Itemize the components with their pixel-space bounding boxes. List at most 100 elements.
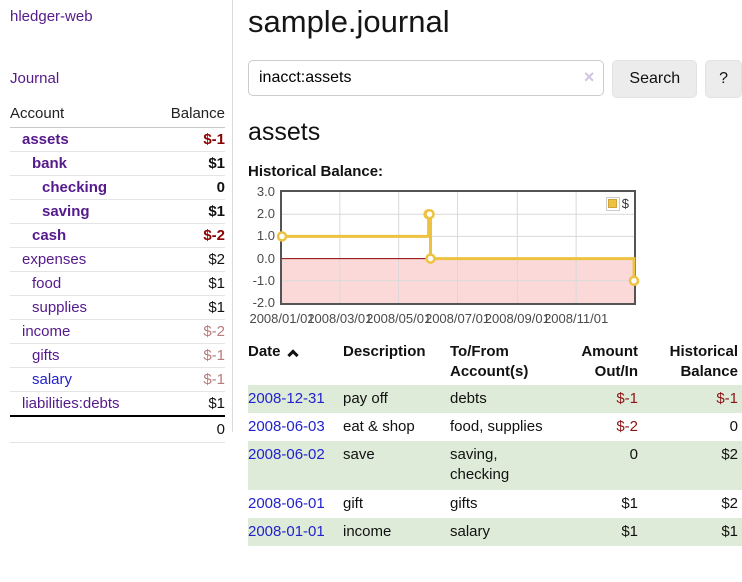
register-row: 2008-01-01 income salary $1 $1 xyxy=(248,517,742,546)
account-row: bank $1 xyxy=(10,151,225,176)
sidebar-account-link[interactable]: income xyxy=(10,319,154,344)
account-row: cash $-2 xyxy=(10,223,225,248)
search-bar: × Search ? xyxy=(248,60,742,98)
transaction-amount: $-2 xyxy=(616,417,638,435)
x-axis-tick: 2008/01/01 xyxy=(249,311,315,326)
page-title: sample.journal xyxy=(248,4,450,39)
transaction-amount: 0 xyxy=(572,441,638,490)
sidebar-account-link[interactable]: food xyxy=(10,271,154,296)
balance-chart-svg xyxy=(276,192,640,303)
chart-data-point xyxy=(424,208,435,220)
accounts-total-balance: 0 xyxy=(153,415,225,443)
transaction-date-link[interactable]: 2008-01-01 xyxy=(248,522,325,540)
transaction-accounts: gifts xyxy=(450,494,478,512)
search-input[interactable] xyxy=(248,60,605,96)
register-header-date[interactable]: Date xyxy=(248,340,343,385)
sidebar-account-link[interactable]: checking xyxy=(10,175,154,200)
sidebar-account-balance: $1 xyxy=(153,199,225,224)
register-row: 2008-06-01 gift gifts $1 $2 xyxy=(248,490,742,518)
sidebar-account-link[interactable]: salary xyxy=(10,367,154,392)
balance-chart: $ 3.0 2.0 1.0 0.0 -1.0 -2.0 2008/01/01 2008/03/… xyxy=(248,184,742,330)
account-row: assets $-1 xyxy=(10,127,225,152)
account-row: food $1 xyxy=(10,271,225,296)
transaction-balance: 0 xyxy=(729,417,738,435)
transaction-balance: $-1 xyxy=(638,384,742,413)
search-button[interactable]: Search xyxy=(612,60,698,98)
nav-journal-link[interactable]: Journal xyxy=(10,70,60,87)
account-row: income $-2 xyxy=(10,319,225,344)
chart-plot: $ xyxy=(276,190,640,305)
account-row: salary $-1 xyxy=(10,367,225,392)
accounts-header-balance: Balance xyxy=(153,103,225,128)
account-heading: assets xyxy=(248,118,321,146)
sort-ascending-icon[interactable] xyxy=(286,349,299,361)
sidebar-account-balance: $-1 xyxy=(153,367,225,392)
account-row: supplies $1 xyxy=(10,295,225,320)
register-row: 2008-12-31 pay off debts $-1 $-1 xyxy=(248,384,742,413)
chart-data-point xyxy=(276,231,288,242)
transaction-amount: $1 xyxy=(572,517,638,546)
sidebar-account-balance: 0 xyxy=(153,175,225,200)
sidebar-account-link[interactable]: saving xyxy=(10,199,154,224)
chart-data-point xyxy=(425,253,436,264)
account-row: liabilities:debts $1 xyxy=(10,392,225,417)
x-axis-tick: 2008/11/01 xyxy=(544,311,609,326)
y-axis-tick: 0.0 xyxy=(256,250,275,266)
sidebar-account-balance: $2 xyxy=(153,247,225,272)
register-row: 2008-06-03 eat & shop food, supplies $-2 0 xyxy=(248,413,742,441)
sidebar-account-link[interactable]: supplies xyxy=(10,295,154,320)
sidebar-account-balance: $1 xyxy=(153,295,225,320)
register-header-description: Description xyxy=(343,343,426,360)
x-axis-tick: 2008/09/01 xyxy=(484,311,550,326)
transaction-accounts: saving, checking xyxy=(450,441,572,490)
sidebar-account-link[interactable]: bank xyxy=(10,151,154,176)
register-header-balance: Historical Balance xyxy=(669,343,738,381)
chart-legend: $ xyxy=(605,196,629,211)
register-header-accounts: To/From Account(s) xyxy=(450,343,529,381)
transaction-balance: $2 xyxy=(638,441,742,490)
sidebar-account-link[interactable]: gifts xyxy=(10,343,154,368)
transaction-date-link[interactable]: 2008-12-31 xyxy=(248,389,325,407)
register-header-row: Date Description To/From Account(s) Amou… xyxy=(248,340,742,385)
transaction-description: save xyxy=(343,441,450,490)
clear-search-icon[interactable]: × xyxy=(583,67,595,87)
sidebar-account-link[interactable]: cash xyxy=(10,223,154,248)
register-row: 2008-06-02 save saving, checking 0 $2 xyxy=(248,441,742,490)
sidebar-account-link[interactable]: assets xyxy=(10,127,154,152)
transaction-accounts: food, supplies xyxy=(450,417,543,435)
sidebar-account-balance: $1 xyxy=(153,271,225,296)
transaction-description: pay off xyxy=(343,384,450,413)
transaction-amount: $1 xyxy=(621,494,638,512)
transaction-balance: $2 xyxy=(721,494,738,512)
sidebar-account-link[interactable]: expenses xyxy=(10,247,154,272)
register-table: Date Description To/From Account(s) Amou… xyxy=(248,340,742,546)
register-header-amount: Amount Out/In xyxy=(581,343,638,381)
transaction-description: income xyxy=(343,517,450,546)
sidebar-account-balance: $1 xyxy=(208,395,225,412)
transaction-amount: $-1 xyxy=(572,384,638,413)
y-axis-tick: 1.0 xyxy=(256,228,275,244)
y-axis-tick: 3.0 xyxy=(256,184,275,199)
sidebar-account-balance: $1 xyxy=(153,151,225,176)
transaction-accounts: salary xyxy=(450,517,572,546)
brand-link[interactable]: hledger-web xyxy=(10,8,93,25)
x-axis-tick: 2008/07/01 xyxy=(424,311,491,326)
chart-title: Historical Balance: xyxy=(248,163,384,180)
accounts-header-account: Account xyxy=(10,103,154,128)
transaction-description: gift xyxy=(343,494,364,512)
account-row: gifts $-1 xyxy=(10,343,225,368)
accounts-total-row: 0 xyxy=(10,415,225,443)
y-axis-tick: 2.0 xyxy=(256,206,275,222)
transaction-accounts: debts xyxy=(450,384,572,413)
chart-data-point xyxy=(628,275,640,287)
sidebar-account-link[interactable]: liabilities:debts xyxy=(22,395,120,412)
help-button[interactable]: ? xyxy=(705,60,742,98)
sidebar-account-balance: $-2 xyxy=(153,319,225,344)
transaction-date-link[interactable]: 2008-06-02 xyxy=(248,446,325,463)
x-axis-tick: 2008/05/01 xyxy=(366,311,432,326)
transaction-date-link[interactable]: 2008-06-01 xyxy=(248,494,325,512)
sidebar-account-balance: $-1 xyxy=(153,127,225,152)
y-axis-tick: -2.0 xyxy=(252,295,275,310)
accounts-table: Account Balance assets $-1 bank $1 checking 0… xyxy=(10,103,225,443)
transaction-date-link[interactable]: 2008-06-03 xyxy=(248,417,325,435)
